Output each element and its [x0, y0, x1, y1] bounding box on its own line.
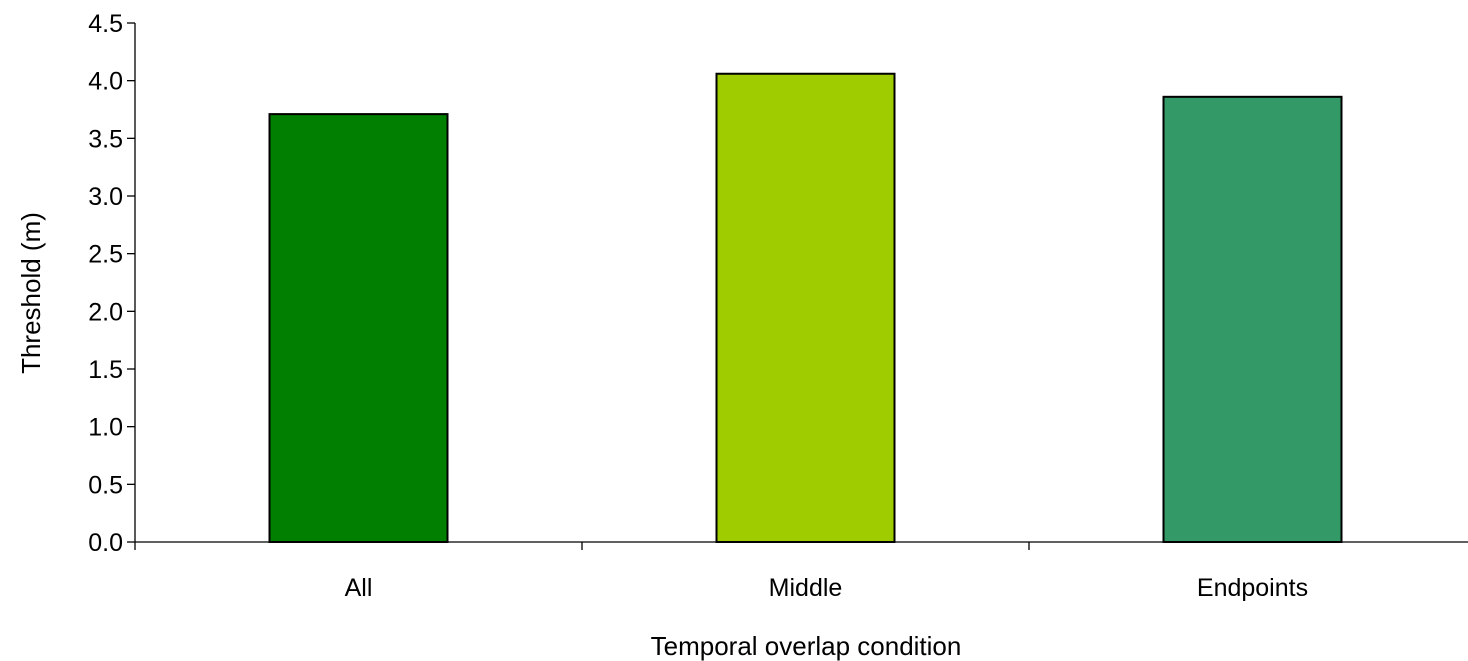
x-axis-title: Temporal overlap condition — [651, 631, 962, 661]
y-ticks-group: 0.0 0.5 1.0 1.5 2.0 2.5 3.0 3.5 4.0 4.5 — [88, 10, 135, 557]
y-tick-label: 2.5 — [88, 241, 123, 269]
y-tick-label: 2.0 — [88, 298, 123, 326]
x-ticks-group: All Middle Endpoints — [134, 542, 1308, 602]
bar-middle — [715, 72, 896, 543]
y-tick-label: 4.0 — [88, 68, 123, 96]
x-tick-label: Middle — [769, 574, 843, 602]
bars-group — [268, 72, 1343, 544]
y-tick-label: 3.5 — [88, 125, 123, 153]
y-tick-label: 1.0 — [88, 414, 123, 442]
bar-endpoints — [1162, 95, 1343, 544]
y-tick-label: 1.5 — [88, 356, 123, 384]
y-axis-title: Threshold (m) — [16, 212, 46, 374]
y-tick-label: 3.0 — [88, 183, 123, 211]
y-tick-label: 4.5 — [88, 10, 123, 38]
y-tick-label: 0.5 — [88, 471, 123, 499]
x-tick-label: Endpoints — [1197, 574, 1308, 602]
x-tick-label: All — [345, 574, 373, 602]
bar-all — [268, 113, 449, 543]
y-tick-label: 0.0 — [88, 529, 123, 557]
